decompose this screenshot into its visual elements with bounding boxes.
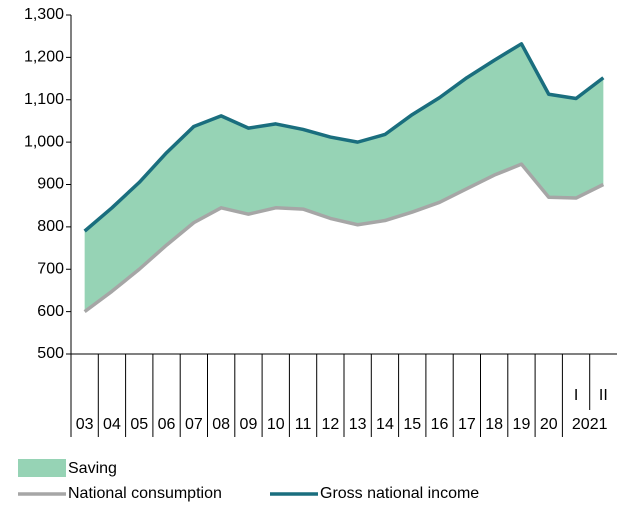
legend-label: Gross national income	[320, 485, 479, 502]
x-tick-label: 18	[485, 416, 503, 433]
legend-label: National consumption	[68, 485, 222, 502]
series-line	[83, 42, 605, 233]
y-tick-label: 1,000	[24, 133, 64, 150]
saving-area	[84, 43, 604, 312]
x-tick-label: 06	[158, 416, 176, 433]
legend-swatch	[18, 459, 66, 477]
y-tick-label: 1,200	[24, 49, 64, 66]
x-tick-label: 15	[403, 416, 421, 433]
x-tick-label: 14	[376, 416, 394, 433]
x-tick-label: 17	[458, 416, 476, 433]
y-tick-label: 600	[37, 303, 64, 320]
legend-label: Saving	[68, 460, 117, 477]
x-tick-label: 05	[130, 416, 148, 433]
x-tick-label: 19	[513, 416, 531, 433]
x-tick-label: 10	[267, 416, 285, 433]
x-tick-label: 04	[103, 416, 121, 433]
y-tick-label: 1,300	[24, 6, 64, 23]
series-line	[83, 162, 605, 314]
x-tick-label: 11	[295, 416, 312, 433]
y-tick-label: 700	[37, 260, 64, 277]
x-tick-label: 09	[240, 416, 258, 433]
x-tick-label: 20	[540, 416, 558, 433]
x-tick-label: I	[574, 387, 578, 404]
y-tick-label: 1,100	[24, 91, 64, 108]
y-tick-label: 500	[37, 345, 64, 362]
y-tick-label: 800	[37, 218, 64, 235]
x-tick-label: 16	[431, 416, 449, 433]
y-tick-label: 900	[37, 176, 64, 193]
x-tick-label: II	[599, 387, 608, 404]
x-tick-label: 13	[349, 416, 367, 433]
group-label: 2021	[572, 416, 608, 433]
x-tick-label: 07	[185, 416, 203, 433]
x-tick-label: 12	[321, 416, 339, 433]
x-tick-label: 08	[212, 416, 230, 433]
x-tick-label: 03	[76, 416, 94, 433]
